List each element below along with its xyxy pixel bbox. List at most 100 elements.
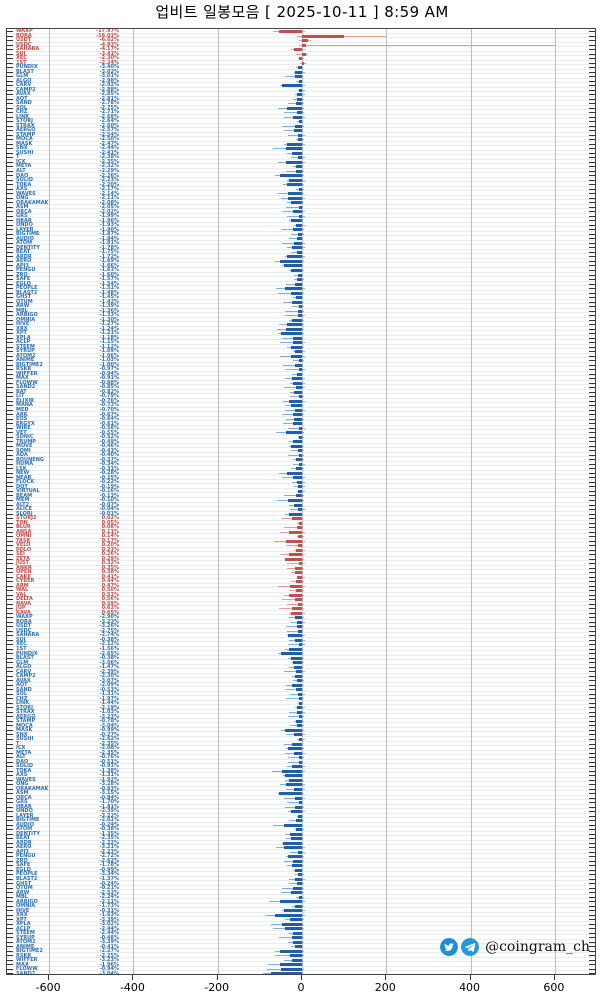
- series-percent-label: -2.25%: [99, 952, 119, 959]
- y-axis-tick: [589, 590, 595, 592]
- series-symbol-label: GHST: [16, 880, 32, 887]
- y-axis-tick: [589, 328, 595, 330]
- candle-body: [293, 228, 302, 232]
- row-gridline: [7, 929, 595, 931]
- y-axis-tick: [589, 928, 595, 930]
- y-axis-tick: [589, 748, 595, 749]
- series-symbol-label: NEW: [16, 470, 30, 477]
- series-percent-label: -2.52%: [99, 889, 119, 896]
- y-axis-tick: [7, 919, 13, 921]
- series-symbol-label: LAYER: [16, 812, 34, 819]
- y-axis-tick: [589, 450, 595, 452]
- series-percent-label: -0.37%: [99, 456, 119, 463]
- candle-body: [288, 634, 302, 638]
- y-axis-tick: [7, 463, 13, 465]
- series-percent-label: -2.20%: [99, 181, 119, 188]
- candle-body: [292, 661, 302, 665]
- x-gridline: [133, 29, 135, 974]
- candle-wick: [293, 360, 305, 362]
- y-axis-tick: [7, 729, 13, 731]
- candle-body: [285, 287, 302, 291]
- candle-wick: [284, 130, 304, 132]
- y-axis-tick: [7, 788, 13, 790]
- series-percent-label: -0.24%: [99, 821, 119, 828]
- row-gridline: [7, 799, 595, 801]
- y-axis-tick: [589, 355, 595, 357]
- row-gridline: [7, 916, 595, 918]
- candle-body: [299, 701, 302, 705]
- series-symbol-label: FLOWW: [16, 966, 38, 973]
- series-percent-label: -2.50%: [99, 136, 119, 143]
- series-percent-label: -2.14%: [99, 190, 119, 197]
- series-percent-label: -1.70%: [99, 799, 119, 806]
- candle-body: [292, 958, 302, 962]
- series-percent-label: 0.65%: [101, 609, 119, 616]
- series-symbol-label: SAHARA: [16, 46, 40, 53]
- row-gridline: [7, 122, 595, 124]
- candle-body: [286, 323, 302, 327]
- y-axis-tick: [589, 630, 595, 632]
- series-percent-label: -0.16%: [99, 488, 119, 495]
- series-symbol-label: STORJ: [16, 704, 33, 711]
- series-symbol-label: ERGYX: [16, 420, 35, 427]
- series-percent-label: -0.88%: [99, 379, 119, 386]
- y-axis-tick: [589, 342, 595, 344]
- y-axis-tick: [7, 342, 13, 344]
- candle-wick: [274, 955, 305, 957]
- x-axis-label: 600: [543, 981, 565, 994]
- candle-wick: [287, 757, 304, 759]
- series-percent-label: -1.18%: [99, 334, 119, 341]
- series-symbol-label: BLAST: [16, 655, 34, 662]
- series-percent-label: -3.23%: [99, 957, 119, 964]
- candle-body: [297, 273, 302, 277]
- candle-body: [299, 756, 302, 760]
- y-axis-tick: [7, 829, 13, 831]
- series-percent-label: 0.50%: [101, 587, 119, 594]
- candle-body: [296, 580, 302, 584]
- y-axis-tick: [7, 630, 13, 632]
- series-symbol-label: POLO: [16, 546, 32, 553]
- row-gridline: [7, 943, 595, 945]
- y-axis-tick: [589, 554, 595, 556]
- series-percent-label: -0.25%: [99, 474, 119, 481]
- series-percent-label: -1.31%: [99, 772, 119, 779]
- y-axis-tick: [7, 387, 13, 389]
- series-percent-label: -1.92%: [99, 776, 119, 783]
- candle-body: [280, 652, 302, 656]
- series-symbol-label: BLAST2: [16, 289, 38, 296]
- series-percent-label: -3.34%: [99, 871, 119, 878]
- y-axis-tick: [7, 233, 13, 235]
- candle-body: [295, 688, 302, 692]
- series-percent-label: 0.41%: [101, 573, 119, 580]
- y-axis-tick: [7, 319, 13, 321]
- series-symbol-label: XPT: [16, 916, 27, 923]
- y-axis-tick: [7, 472, 13, 474]
- series-symbol-label: ASM: [16, 204, 29, 211]
- y-axis-tick: [7, 337, 13, 339]
- row-gridline: [7, 402, 595, 404]
- candle-wick: [286, 603, 304, 605]
- y-axis-tick: [589, 116, 595, 118]
- y-axis-tick: [7, 134, 13, 136]
- y-axis-tick: [7, 545, 13, 547]
- series-symbol-label: XRX: [16, 325, 28, 332]
- candle-body: [293, 787, 302, 791]
- y-axis-tick: [589, 310, 595, 312]
- series-percent-label: -2.54%: [99, 131, 119, 138]
- x-axis-label: -400: [119, 981, 145, 994]
- y-axis-tick: [7, 270, 13, 271]
- series-symbol-label: TON: [16, 519, 28, 526]
- row-gridline: [7, 442, 595, 444]
- candle-body: [295, 828, 302, 832]
- y-axis-tick: [589, 179, 595, 181]
- candle-body: [299, 453, 302, 457]
- candle-body: [292, 886, 302, 890]
- series-symbol-label: AQT: [16, 682, 28, 689]
- series-percent-label: -0.94%: [99, 370, 119, 377]
- candle-wick: [284, 76, 303, 78]
- row-gridline: [7, 686, 595, 688]
- watermark: @coingram_ch: [440, 938, 590, 956]
- series-percent-label: -1.36%: [99, 307, 119, 314]
- candle-body: [291, 810, 302, 814]
- series-percent-label: -2.11%: [99, 195, 119, 202]
